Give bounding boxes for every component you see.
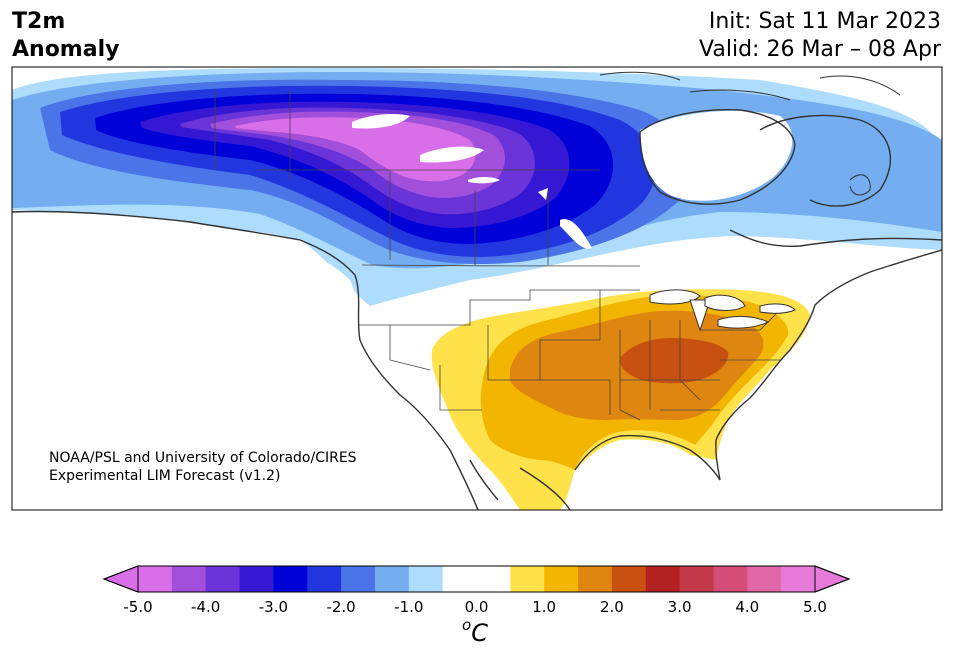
colorbar-segment <box>341 566 376 592</box>
colorbar-segment <box>713 566 748 592</box>
colorbar-segment <box>408 566 444 592</box>
colorbar-tick-label: -4.0 <box>191 598 221 616</box>
title-line-1: T2m <box>12 9 66 34</box>
map-title: T2m Anomaly <box>12 8 119 64</box>
colorbar-segment <box>645 566 681 592</box>
colorbar-segment <box>239 566 274 592</box>
colorbar-segment <box>781 566 816 592</box>
colorbar <box>102 565 851 593</box>
hudson-bay <box>640 110 793 201</box>
colorbar-unit: oC <box>462 616 488 647</box>
colorbar-segment <box>544 566 579 592</box>
colorbar-under-arrow <box>102 565 139 593</box>
colorbar-tick-label: -1.0 <box>394 598 424 616</box>
colorbar-segment <box>510 566 545 592</box>
credit-line-2: Experimental LIM Forecast (v1.2) <box>49 468 281 484</box>
warm-band-dark-orange <box>620 338 729 384</box>
colorbar-segment <box>205 566 241 592</box>
colorbar-tick-label: 5.0 <box>803 598 827 616</box>
colorbar-tick-label: 1.0 <box>532 598 557 616</box>
colorbar-segment <box>307 566 342 592</box>
colorbar-segment <box>273 566 308 592</box>
title-line-2: Anomaly <box>12 37 120 62</box>
unit-letter: C <box>471 619 488 647</box>
political-borders <box>214 90 781 421</box>
colorbar-tick-label: -5.0 <box>123 598 153 616</box>
colorbar-tick-label: 4.0 <box>735 598 760 616</box>
colorbar-tick-label: 2.0 <box>599 598 624 616</box>
great-lakes <box>649 289 796 332</box>
colorbar-tick-label: -2.0 <box>326 598 356 616</box>
cold-band-magenta <box>235 117 476 182</box>
colorbar-segment <box>171 566 207 592</box>
coastlines <box>12 109 942 510</box>
map-frame <box>11 66 943 511</box>
credit-line-1: NOAA/PSL and University of Colorado/CIRE… <box>49 450 357 466</box>
unit-superscript: o <box>462 616 472 634</box>
northern-lakes <box>352 114 592 249</box>
pacific-ocean <box>12 210 482 510</box>
anomaly-map <box>11 66 943 511</box>
colorbar-segment <box>476 566 511 592</box>
colorbar-segment <box>679 566 714 592</box>
colorbar-tick-label: 3.0 <box>667 598 692 616</box>
colorbar-segment <box>747 566 782 592</box>
colorbar-tick-label: 0.0 <box>464 598 489 616</box>
forecast-dates: Init: Sat 11 Mar 2023 Valid: 26 Mar – 08… <box>699 8 941 64</box>
colorbar-segment <box>442 566 477 592</box>
colorbar-outline <box>102 565 851 593</box>
arctic-islands <box>599 71 901 196</box>
colorbar-segment <box>374 566 410 592</box>
colorbar-segment <box>611 566 647 592</box>
colorbar-over-arrow <box>814 565 851 593</box>
init-date: Init: Sat 11 Mar 2023 <box>708 9 941 34</box>
colorbar-segment <box>578 566 613 592</box>
colorbar-segment <box>138 566 173 592</box>
credit-text: NOAA/PSL and University of Colorado/CIRE… <box>49 449 357 485</box>
valid-range: Valid: 26 Mar – 08 Apr <box>699 37 941 62</box>
colorbar-tick-label: -3.0 <box>258 598 289 616</box>
atlantic-ocean <box>580 250 942 510</box>
